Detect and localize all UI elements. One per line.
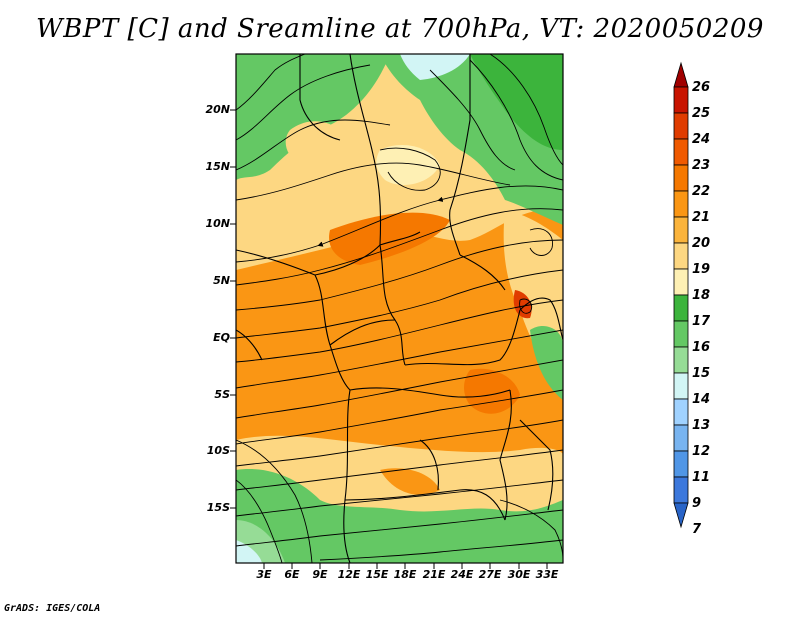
colorbar-segment bbox=[673, 450, 689, 478]
field-green-nw bbox=[236, 54, 390, 180]
x-label-27e: 27E bbox=[478, 568, 502, 581]
colorbar-label-25: 25 bbox=[692, 106, 711, 121]
colorbar-segment bbox=[673, 86, 689, 114]
x-label-33e: 33E bbox=[535, 568, 559, 581]
colorbar-label-12: 12 bbox=[692, 444, 711, 459]
y-label-15n: 15N bbox=[205, 160, 230, 173]
y-axis-ticks bbox=[230, 109, 236, 509]
grads-credit: GrADS: IGES/COLA bbox=[4, 603, 101, 614]
x-label-30e: 30E bbox=[507, 568, 531, 581]
x-label-6e: 6E bbox=[284, 568, 300, 581]
colorbar-label-9: 9 bbox=[692, 496, 702, 511]
colorbar-label-21: 21 bbox=[692, 210, 711, 225]
x-label-21e: 21E bbox=[422, 568, 446, 581]
colorbar-label-24: 24 bbox=[692, 132, 711, 147]
colorbar-label-14: 14 bbox=[692, 392, 711, 407]
colorbar-segment bbox=[673, 294, 689, 322]
colorbar-segment bbox=[673, 476, 689, 504]
x-axis-ticks bbox=[263, 563, 548, 569]
colorbar-label-26: 26 bbox=[692, 80, 711, 95]
y-label-5n: 5N bbox=[213, 274, 230, 287]
colorbar-label-23: 23 bbox=[692, 158, 711, 173]
field-green-south bbox=[236, 469, 563, 563]
colorbar-segment bbox=[673, 242, 689, 270]
x-label-9e: 9E bbox=[312, 568, 328, 581]
field-yellow-patch bbox=[285, 121, 350, 167]
colorbar-segment bbox=[673, 164, 689, 192]
field-orange-south-patch bbox=[380, 468, 440, 495]
x-label-12e: 12E bbox=[337, 568, 361, 581]
colorbar-segment bbox=[673, 398, 689, 426]
colorbar-label-7: 7 bbox=[692, 522, 702, 537]
colorbar-label-22: 22 bbox=[692, 184, 711, 199]
field-darkorange-south bbox=[464, 368, 520, 414]
colorbar-bottom-triangle bbox=[673, 502, 689, 529]
x-label-24e: 24E bbox=[450, 568, 474, 581]
colorbar-label-17: 17 bbox=[692, 314, 711, 329]
x-label-3e: 3E bbox=[256, 568, 272, 581]
colorbar-segment bbox=[673, 138, 689, 166]
y-label-10n: 10N bbox=[205, 217, 230, 230]
field-red-spot bbox=[513, 290, 532, 319]
field-cyan-sw bbox=[236, 540, 262, 563]
colorbar-segment bbox=[673, 424, 689, 452]
colorbar-top-triangle bbox=[673, 61, 689, 88]
colorbar-label-11: 11 bbox=[692, 470, 711, 485]
colorbar-segment bbox=[673, 320, 689, 348]
colorbar-label-18: 18 bbox=[692, 288, 711, 303]
y-label-5s: 5S bbox=[214, 388, 230, 401]
colorbar-label-19: 19 bbox=[692, 262, 711, 277]
colorbar-segment bbox=[673, 190, 689, 218]
field-cyan-north bbox=[400, 54, 470, 80]
colorbar-label-15: 15 bbox=[692, 366, 711, 381]
colorbar-label-16: 16 bbox=[692, 340, 711, 355]
y-label-20n: 20N bbox=[205, 103, 230, 116]
map-field bbox=[236, 54, 563, 563]
colorbar-segment bbox=[673, 346, 689, 374]
y-label-10s: 10S bbox=[206, 444, 230, 457]
map-frame bbox=[235, 53, 564, 564]
country-borders bbox=[236, 54, 563, 563]
y-label-15s: 15S bbox=[206, 501, 230, 514]
x-label-18e: 18E bbox=[393, 568, 417, 581]
colorbar-segment bbox=[673, 112, 689, 140]
y-label-eq: EQ bbox=[213, 331, 230, 344]
colorbar-segment bbox=[673, 216, 689, 244]
field-darkgreen-ne bbox=[470, 54, 563, 150]
colorbar-segment bbox=[673, 372, 689, 400]
x-label-15e: 15E bbox=[365, 568, 389, 581]
field-pale-patch bbox=[376, 145, 440, 185]
colorbar-label-13: 13 bbox=[692, 418, 711, 433]
colorbar-segment bbox=[673, 268, 689, 296]
colorbar-label-20: 20 bbox=[692, 236, 711, 251]
chart-title: WBPT [C] and Sreamline at 700hPa, VT: 20… bbox=[36, 14, 764, 44]
colorbar bbox=[673, 61, 689, 529]
